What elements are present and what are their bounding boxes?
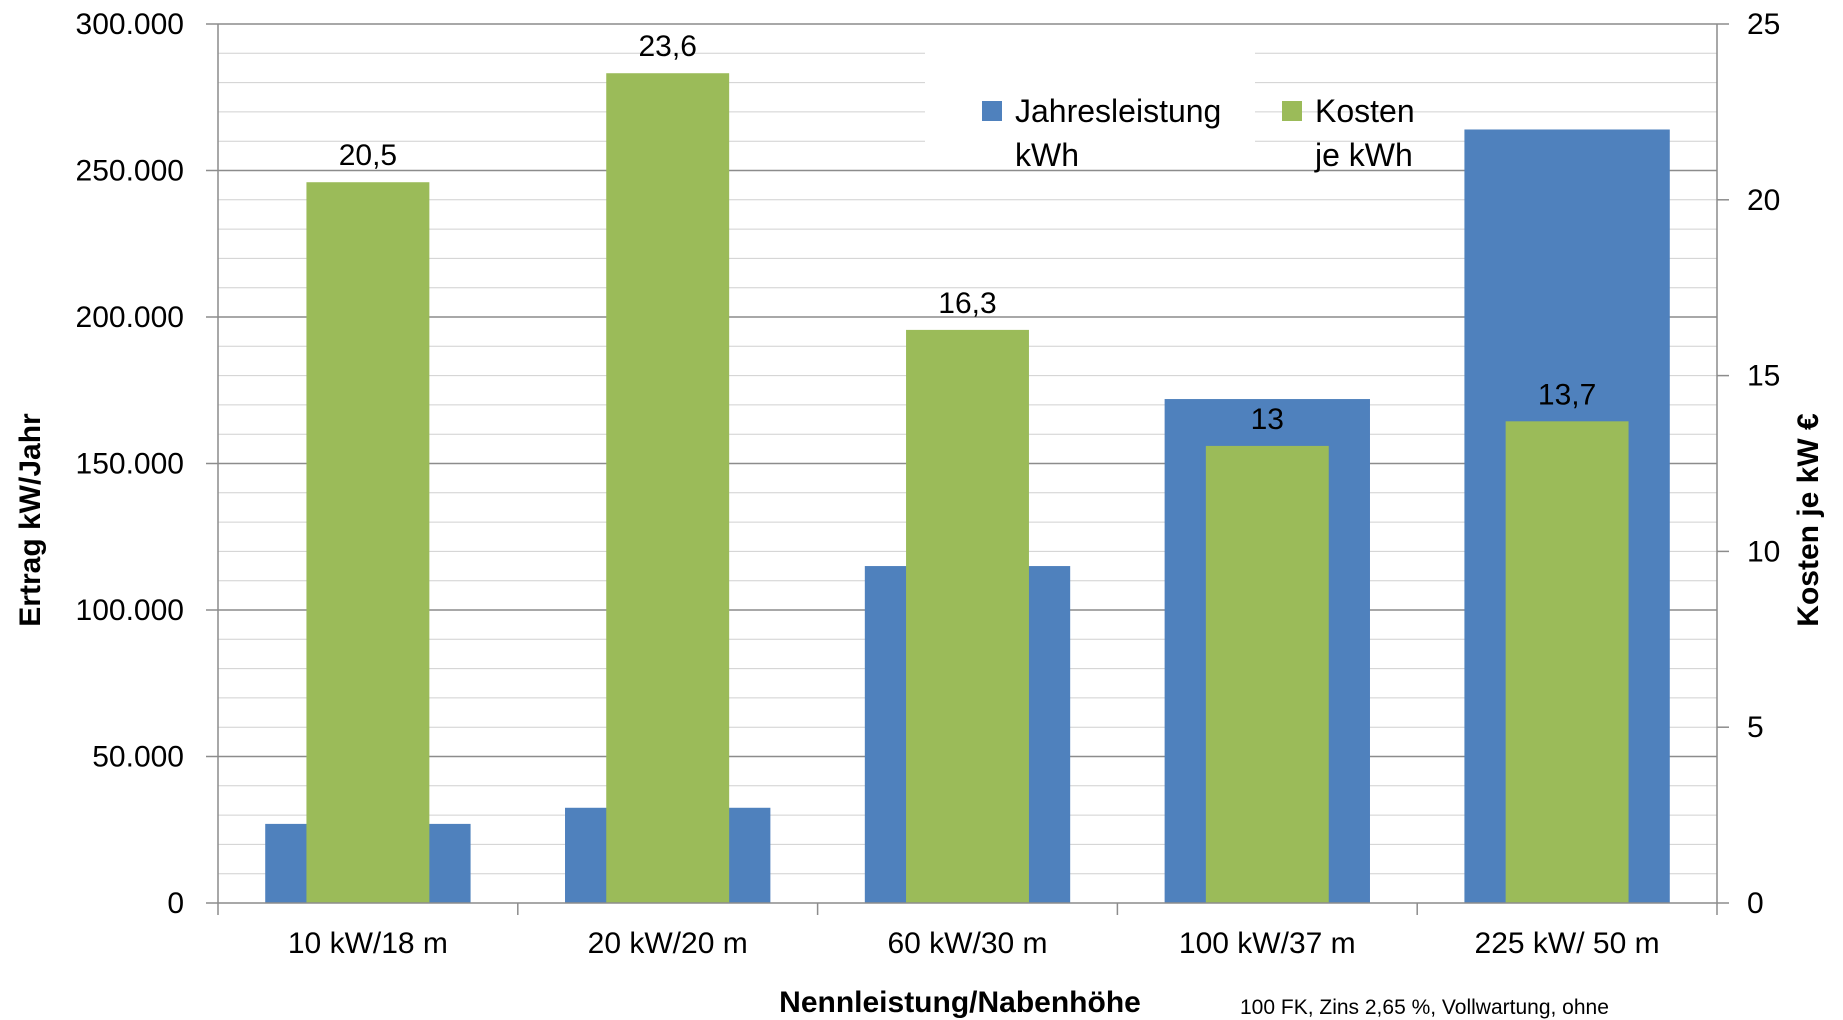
- right-axis-ticks: 0 5 10 15 20 25: [1717, 8, 1780, 920]
- right-tick-label: 10: [1747, 535, 1780, 568]
- x-tick-label: 60 kW/30 m: [887, 927, 1047, 960]
- x-tick-label: 20 kW/20 m: [588, 927, 748, 960]
- data-label-kosten-4: 13: [1251, 403, 1284, 436]
- right-tick-label: 20: [1747, 184, 1780, 217]
- legend-swatch-jahresleistung: [982, 101, 1002, 121]
- right-tick-label: 0: [1747, 887, 1764, 920]
- legend-background: [925, 44, 1255, 164]
- footnote: 100 FK, Zins 2,65 %, Vollwartung, ohne: [1240, 996, 1609, 1019]
- legend-label-kosten-line2: je kWh: [1314, 137, 1413, 173]
- bar-kosten-2: [606, 73, 730, 903]
- bar-kosten-1: [306, 182, 430, 904]
- right-tick-label: 15: [1747, 360, 1780, 393]
- legend-label-jahresleistung-line1: Jahresleistung: [1015, 93, 1221, 129]
- x-axis-title: Nennleistung/Nabenhöhe: [779, 986, 1141, 1019]
- bar-kosten-3: [906, 329, 1029, 904]
- left-axis-ticks: 0 50.000 100.000 150.000 200.000 250.000 300.0…: [76, 8, 218, 920]
- legend-label-jahresleistung-line2: kWh: [1015, 137, 1079, 173]
- left-tick-label: 100.000: [76, 594, 184, 627]
- data-labels: 20,5 23,6 16,3 13 13,7: [339, 30, 1597, 436]
- left-tick-label: 150.000: [76, 448, 184, 481]
- bar-kosten-4: [1205, 445, 1329, 903]
- left-axis-title: Ertrag kW/Jahr: [14, 413, 47, 627]
- left-tick-label: 0: [167, 887, 184, 920]
- data-label-kosten-3: 16,3: [938, 287, 996, 320]
- legend: Jahresleistung kWh Kosten je kWh: [925, 44, 1415, 173]
- legend-swatch-kosten: [1282, 101, 1302, 121]
- bar-kosten-5: [1505, 421, 1629, 903]
- x-tick-label: 100 kW/37 m: [1179, 927, 1356, 960]
- data-label-kosten-2: 23,6: [639, 30, 697, 63]
- series-kosten: [306, 73, 1629, 904]
- x-axis-ticks: 10 kW/18 m 20 kW/20 m 60 kW/30 m 100 kW/37 …: [217, 903, 1718, 960]
- right-tick-label: 25: [1747, 8, 1780, 41]
- right-tick-label: 5: [1747, 711, 1764, 744]
- data-label-kosten-5: 13,7: [1538, 378, 1596, 411]
- x-tick-label: 225 kW/ 50 m: [1475, 927, 1660, 960]
- x-tick-label: 10 kW/18 m: [288, 927, 448, 960]
- legend-label-kosten-line1: Kosten: [1315, 93, 1415, 129]
- right-axis-title: Kosten je kW €: [1792, 413, 1825, 627]
- left-tick-label: 250.000: [76, 155, 184, 188]
- left-tick-label: 200.000: [76, 301, 184, 334]
- left-tick-label: 300.000: [76, 8, 184, 41]
- data-label-kosten-1: 20,5: [339, 139, 397, 172]
- left-tick-label: 50.000: [92, 741, 184, 774]
